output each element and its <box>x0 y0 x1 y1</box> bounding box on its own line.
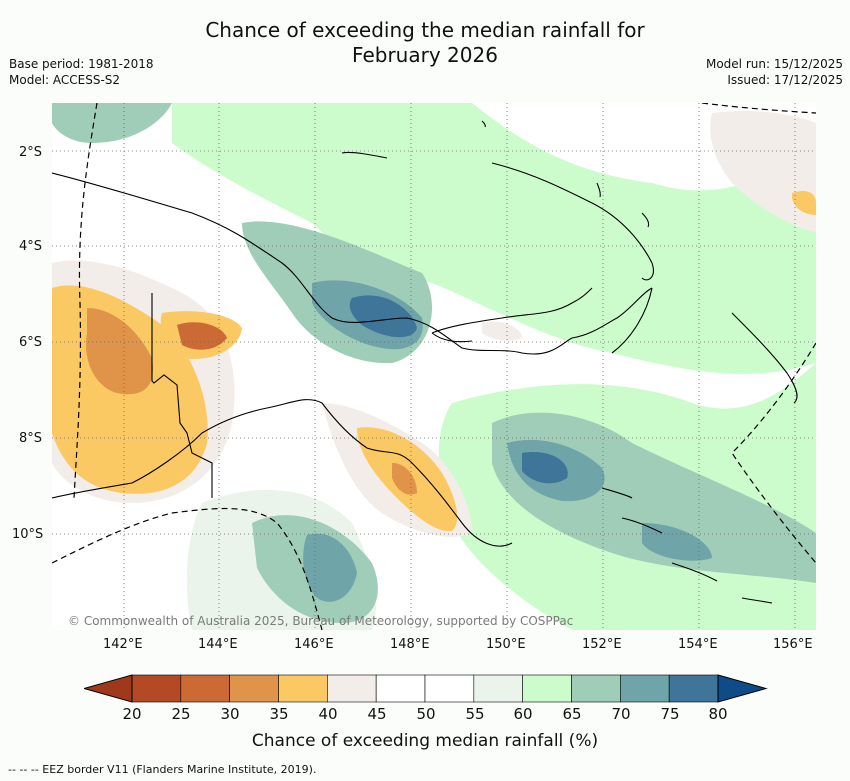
eez-borders <box>52 103 816 630</box>
region-teal-nw <box>52 103 172 143</box>
colorbar-swatch <box>424 674 475 703</box>
colorbar-swatch <box>522 674 572 703</box>
colorbar-swatch <box>571 674 621 703</box>
lon-label: 142°E <box>103 637 143 652</box>
colorbar <box>84 674 768 703</box>
solomon-islands <box>601 487 773 604</box>
colorbar-swatch <box>327 674 377 703</box>
png-border <box>151 293 213 498</box>
colorbar-tick: 75 <box>660 705 680 723</box>
colorbar-tick: 65 <box>562 705 582 723</box>
bougainville <box>731 312 798 404</box>
colorbar-swatch <box>131 674 182 703</box>
small-islands-north <box>481 120 650 228</box>
region-orange-ne <box>792 191 816 215</box>
eez-west <box>73 103 98 499</box>
meta-left: Base period: 1981-2018 Model: ACCESS-S2 <box>9 56 154 88</box>
eez-sw <box>52 507 323 630</box>
lat-label: 8°S <box>19 431 43 446</box>
lat-label: 2°S <box>19 145 43 160</box>
colorbar-swatch <box>180 674 230 703</box>
region-blue-north <box>349 295 417 338</box>
lat-label: 10°S <box>12 527 44 542</box>
colorbar-tick: 25 <box>171 705 191 723</box>
eez-ne <box>701 103 816 114</box>
colorbar-swatch <box>229 674 279 703</box>
title-line-2: February 2026 <box>352 43 498 67</box>
region-green-north <box>172 103 816 374</box>
colorbar-swatches <box>131 674 719 703</box>
meta-right: Model run: 15/12/2025 Issued: 17/12/2025 <box>706 56 843 88</box>
region-blue-east <box>522 452 568 484</box>
colorbar-swatch <box>278 674 328 703</box>
colorbar-tick: 70 <box>611 705 631 723</box>
issued-date: Issued: 17/12/2025 <box>727 73 843 87</box>
region-dark-orange-south <box>392 463 417 495</box>
coastlines <box>52 120 798 604</box>
model-run: Model run: 15/12/2025 <box>705 57 843 71</box>
new-britain <box>431 287 593 343</box>
eez-footnote: -- -- -- EEZ border V11 (Flanders Marine… <box>8 763 317 776</box>
copyright-text: © Commonwealth of Australia 2025, Bureau… <box>68 614 573 628</box>
region-red-patch-north <box>177 322 227 350</box>
colorbar-swatch <box>375 674 426 703</box>
colorbar-tick: 40 <box>318 705 338 723</box>
rainfall-map: © Commonwealth of Australia 2025, Bureau… <box>52 103 816 630</box>
admiralty-islands <box>341 151 388 159</box>
model-name: Model: ACCESS-S2 <box>9 73 121 87</box>
lat-label: 6°S <box>19 335 43 350</box>
lon-label: 154°E <box>678 637 718 652</box>
colorbar-low-extend <box>84 674 133 703</box>
region-beige-mid <box>482 321 522 341</box>
colorbar-tick: 50 <box>416 705 436 723</box>
region-beige-ne <box>710 111 816 233</box>
colorbar-swatch <box>668 674 719 703</box>
lon-label: 144°E <box>198 637 238 652</box>
colorbar-tick: 20 <box>122 705 142 723</box>
colorbar-tick: 30 <box>220 705 240 723</box>
lon-label: 156°E <box>773 637 813 652</box>
colorbar-swatch <box>473 674 523 703</box>
colorbar-swatch <box>620 674 670 703</box>
region-teal-south-inner <box>303 533 357 602</box>
colorbar-tick: 55 <box>465 705 485 723</box>
lon-label: 146°E <box>294 637 334 652</box>
lon-label: 150°E <box>486 637 526 652</box>
region-teal-se <box>642 523 712 561</box>
lon-label: 148°E <box>390 637 430 652</box>
graticule <box>52 103 816 630</box>
colorbar-tick: 60 <box>513 705 533 723</box>
colorbar-label: Chance of exceeding median rainfall (%) <box>251 731 599 751</box>
new-guinea-coast <box>52 172 653 547</box>
eez-east <box>731 342 816 564</box>
colorbar-tick: 45 <box>367 705 387 723</box>
colorbar-high-extend <box>717 674 768 703</box>
lat-label: 4°S <box>19 239 43 254</box>
new-ireland <box>491 162 654 281</box>
region-dark-orange-west <box>86 308 153 395</box>
title-line-1: Chance of exceeding the median rainfall … <box>205 18 645 42</box>
lon-label: 152°E <box>582 637 622 652</box>
map-title: Chance of exceeding the median rainfall … <box>0 18 850 68</box>
base-period: Base period: 1981-2018 <box>9 57 154 71</box>
colorbar-tick: 80 <box>708 705 728 723</box>
colorbar-tick: 35 <box>269 705 289 723</box>
